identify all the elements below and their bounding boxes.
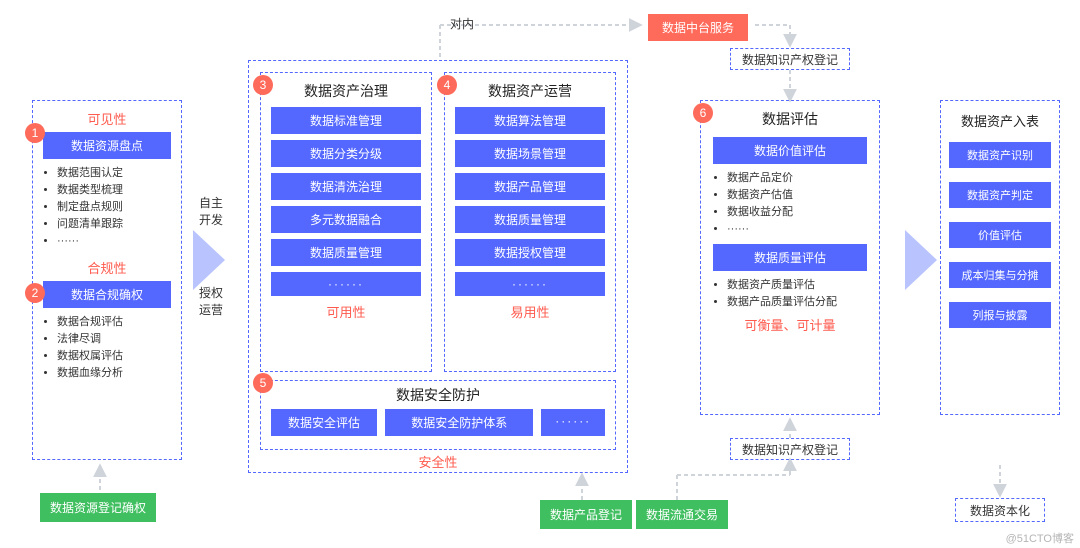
- col5-title: 数据安全防护: [271, 385, 605, 405]
- c6-b2: 数据资产质量评估 数据产品质量评估分配: [713, 277, 867, 311]
- col4-title: 数据资产运营: [455, 81, 605, 101]
- c3-red: 可用性: [271, 302, 421, 321]
- col1-box2: 数据合规确权: [43, 281, 171, 308]
- col1: 1 可见性 数据资源盘点 数据范围认定 数据类型梳理 制定盘点规则 问题清单跟踪…: [32, 100, 182, 460]
- c6-red: 可衡量、可计量: [713, 315, 867, 334]
- c3-0: 数据标准管理: [271, 107, 421, 134]
- c3-2: 数据清洗治理: [271, 173, 421, 200]
- between-top: 自主开发: [196, 195, 226, 229]
- c4-1: 数据场景管理: [455, 140, 605, 167]
- c6-box2: 数据质量评估: [713, 244, 867, 271]
- c3-3: 多元数据融合: [271, 206, 421, 233]
- c5-red: 安全性: [260, 452, 616, 471]
- badge-6: 6: [693, 103, 713, 123]
- col6: 6 数据评估 数据价值评估 数据产品定价 数据资产估值 数据收益分配 ·····…: [700, 100, 880, 415]
- c4-red: 易用性: [455, 302, 605, 321]
- between-bot: 授权运营: [196, 285, 226, 319]
- c4-0: 数据算法管理: [455, 107, 605, 134]
- col1-bullets2: 数据合规评估 法律尽调 数据权属评估 数据血缘分析: [43, 314, 171, 382]
- c7-1: 数据资产判定: [949, 182, 1051, 208]
- g3: 数据流通交易: [636, 500, 728, 529]
- c4-2: 数据产品管理: [455, 173, 605, 200]
- c4-3: 数据质量管理: [455, 206, 605, 233]
- ipr-bottom: 数据知识产权登记: [730, 438, 850, 460]
- col1-box1: 数据资源盘点: [43, 132, 171, 159]
- badge-5: 5: [253, 373, 273, 393]
- c6-b1: 数据产品定价 数据资产估值 数据收益分配 ······: [713, 170, 867, 238]
- col5: 5 数据安全防护 数据安全评估 数据安全防护体系 ······: [260, 380, 616, 450]
- badge-3: 3: [253, 75, 273, 95]
- badge-2: 2: [25, 283, 45, 303]
- col3: 3 数据资产治理 数据标准管理 数据分类分级 数据清洗治理 多元数据融合 数据质…: [260, 72, 432, 372]
- c4-5: ······: [455, 272, 605, 296]
- badge-4: 4: [437, 75, 457, 95]
- c6-box1: 数据价值评估: [713, 137, 867, 164]
- c3-5: ······: [271, 272, 421, 296]
- col1-red1: 可见性: [43, 109, 171, 128]
- capitalization: 数据资本化: [955, 498, 1045, 522]
- c3-1: 数据分类分级: [271, 140, 421, 167]
- watermark: @51CTO博客: [1006, 530, 1074, 546]
- col7-title: 数据资产入表: [949, 111, 1051, 130]
- g1: 数据资源登记确权: [40, 493, 156, 522]
- c4-4: 数据授权管理: [455, 239, 605, 266]
- c7-4: 列报与披露: [949, 302, 1051, 328]
- c7-0: 数据资产识别: [949, 142, 1051, 168]
- g2: 数据产品登记: [540, 500, 632, 529]
- c5-2: ······: [541, 409, 605, 436]
- col1-bullets1: 数据范围认定 数据类型梳理 制定盘点规则 问题清单跟踪 ······: [43, 165, 171, 250]
- c3-4: 数据质量管理: [271, 239, 421, 266]
- c7-3: 成本归集与分摊: [949, 262, 1051, 288]
- col3-title: 数据资产治理: [271, 81, 421, 101]
- col4: 4 数据资产运营 数据算法管理 数据场景管理 数据产品管理 数据质量管理 数据授…: [444, 72, 616, 372]
- col6-title: 数据评估: [713, 109, 867, 129]
- service-tag: 数据中台服务: [648, 14, 748, 41]
- label-inside: 对内: [450, 16, 474, 33]
- col1-red2: 合规性: [43, 258, 171, 277]
- c7-2: 价值评估: [949, 222, 1051, 248]
- badge-1: 1: [25, 123, 45, 143]
- c5-0: 数据安全评估: [271, 409, 377, 436]
- c5-1: 数据安全防护体系: [385, 409, 533, 436]
- col7: 数据资产入表 数据资产识别 数据资产判定 价值评估 成本归集与分摊 列报与披露: [940, 100, 1060, 415]
- ipr-top: 数据知识产权登记: [730, 48, 850, 70]
